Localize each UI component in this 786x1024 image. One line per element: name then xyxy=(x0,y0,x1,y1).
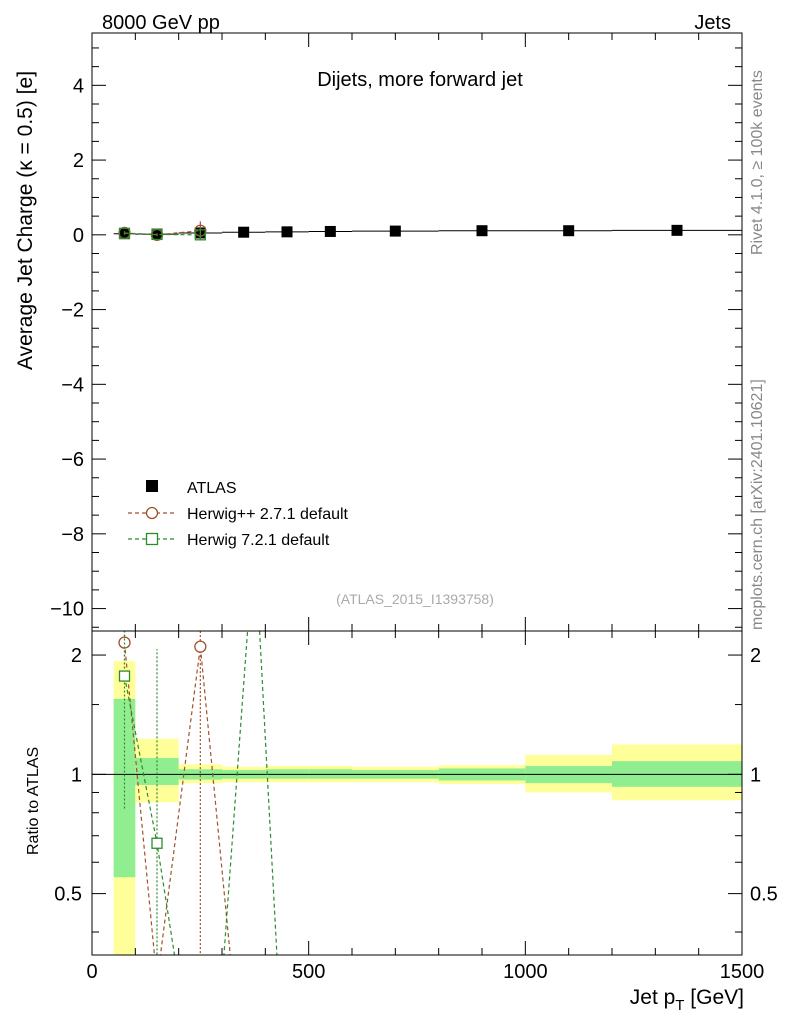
ratio-y-tick-label-right: 0.5 xyxy=(750,884,778,906)
main-y-tick-label: 0 xyxy=(73,225,84,247)
ratio-herwig7-point xyxy=(118,670,131,682)
ratio-herwig7-point xyxy=(151,837,163,849)
atlas-data-point xyxy=(563,225,575,237)
x-axis-label-subscript: T xyxy=(675,997,684,1014)
atlas-data-point xyxy=(238,226,250,238)
side-top-label: Rivet 4.1.0, ≥ 100k events xyxy=(749,70,766,255)
ratio-herwigpp-line xyxy=(123,642,231,955)
ratio-y-tick-label: 1 xyxy=(71,764,82,786)
atlas-data-point xyxy=(671,224,683,236)
x-tick-label: 500 xyxy=(292,961,325,983)
atlas-data-point xyxy=(389,225,401,237)
main-y-tick-label: 2 xyxy=(73,150,84,172)
header-left-label: 8000 GeV pp xyxy=(102,12,220,34)
legend-label-atlas: ATLAS xyxy=(187,480,237,497)
x-axis-label-suffix: [GeV] xyxy=(684,986,744,1009)
main-y-tick-label: −6 xyxy=(61,449,84,471)
atlas-data-point xyxy=(281,226,293,238)
ratio-y-tick-label-right: 1 xyxy=(750,764,761,786)
main-y-tick-label: −2 xyxy=(61,300,84,322)
side-bottom-label: mcplots.cern.ch [arXiv:2401.10621] xyxy=(749,379,766,630)
atlas-data-point xyxy=(476,225,488,237)
legend-entry-herwigpp: Herwig++ 2.7.1 default xyxy=(128,506,349,523)
main-y-tick-label: −4 xyxy=(61,374,84,396)
header-right-label: Jets xyxy=(694,12,731,34)
legend-marker-herwigpp xyxy=(145,506,159,520)
legend-entry-herwig7: Herwig 7.2.1 default xyxy=(128,532,330,549)
ratio-y-tick-label: 0.5 xyxy=(54,884,82,906)
ratio-herwigpp-point xyxy=(194,640,207,653)
main-axes: 4 2 0 −2 −4 −6 −8 −10 xyxy=(50,33,743,631)
legend-entry-atlas: ATLAS xyxy=(146,480,237,497)
ratio-frame xyxy=(91,630,743,956)
herwig7-data-point xyxy=(118,227,131,239)
main-y-tick-label: −10 xyxy=(50,599,84,621)
main-title: Dijets, more forward jet xyxy=(317,69,523,91)
main-y-tick-label: 4 xyxy=(73,75,84,97)
x-axis-label-prefix: Jet p xyxy=(630,986,676,1009)
legend-marker-herwig7 xyxy=(145,532,159,546)
x-tick-label: 1500 xyxy=(720,961,765,983)
herwig7-data-point xyxy=(151,228,163,241)
x-tick-label: 1000 xyxy=(503,961,548,983)
ratio-y-tick-label: 2 xyxy=(71,645,82,667)
main-panel xyxy=(92,33,742,631)
atlas-data-point xyxy=(324,225,336,237)
analysis-id-label: (ATLAS_2015_I1393758) xyxy=(336,591,494,607)
ratio-axes: 0.5 0.5 1 1 2 2 0 500 1000 1500 xyxy=(54,631,778,983)
main-ylabel: Average Jet Charge (κ = 0.5) [e] xyxy=(14,71,37,370)
main-y-tick-label: −8 xyxy=(61,524,84,546)
legend: ATLAS Herwig++ 2.7.1 default Herwig 7.2.… xyxy=(128,480,349,549)
legend-label-herwig7: Herwig 7.2.1 default xyxy=(187,532,330,549)
legend-label-herwigpp: Herwig++ 2.7.1 default xyxy=(187,506,349,523)
ratio-data xyxy=(92,631,742,955)
herwig7-data-point xyxy=(194,229,206,241)
x-axis-label: Jet pT [GeV] xyxy=(630,986,744,1014)
x-tick-label: 0 xyxy=(86,961,97,983)
legend-marker-atlas xyxy=(146,480,158,492)
herwig7-line xyxy=(124,232,201,236)
ratio-ylabel: Ratio to ATLAS xyxy=(25,747,42,855)
main-data xyxy=(113,221,742,241)
ratio-y-tick-label-right: 2 xyxy=(750,645,761,667)
